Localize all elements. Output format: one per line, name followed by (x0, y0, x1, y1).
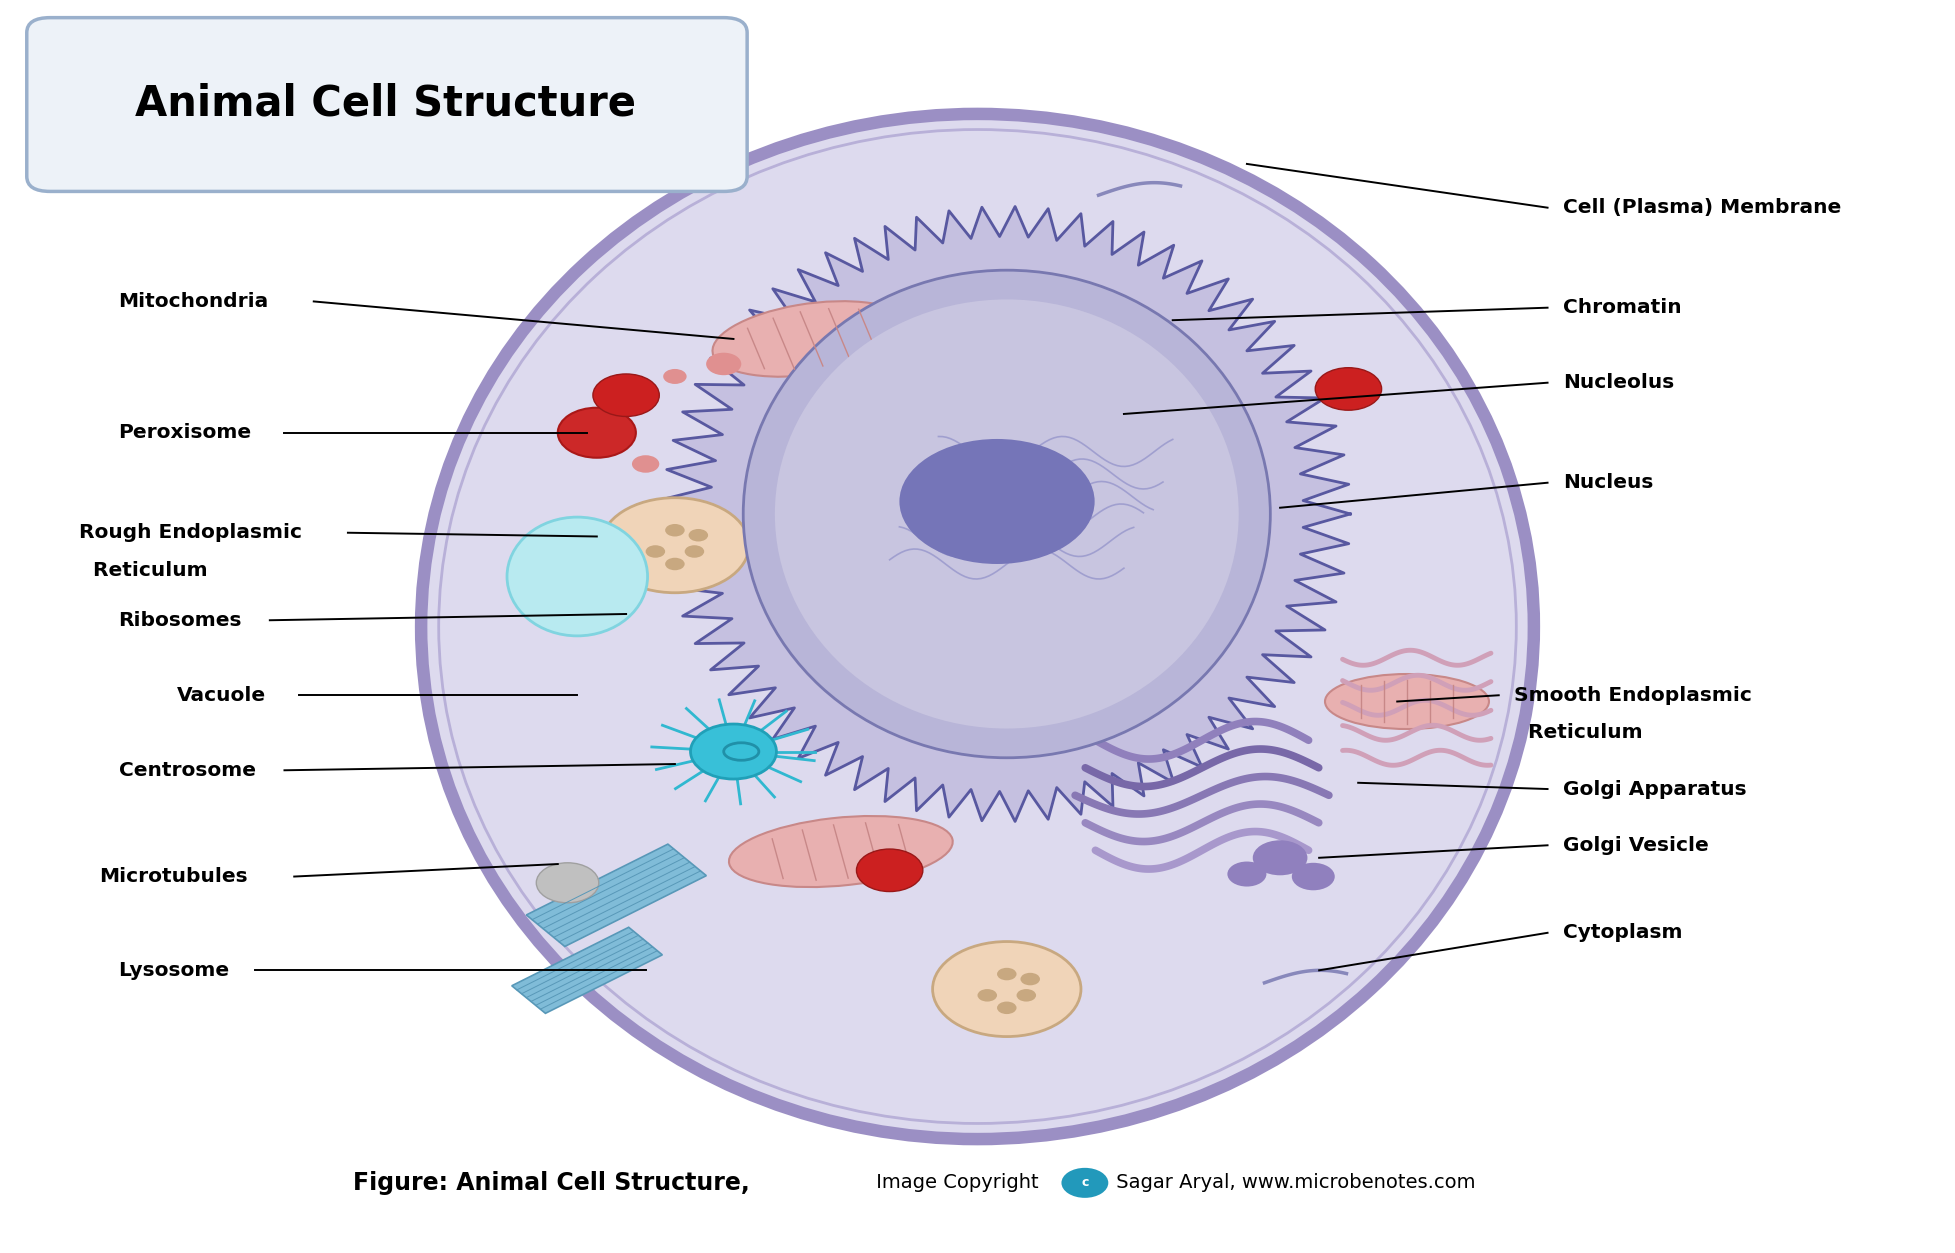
FancyBboxPatch shape (27, 18, 747, 192)
Text: Animal Cell Structure: Animal Cell Structure (135, 83, 637, 125)
Circle shape (600, 497, 749, 593)
Circle shape (690, 724, 776, 779)
Text: Nucleolus: Nucleolus (1564, 373, 1673, 392)
Ellipse shape (506, 517, 647, 635)
Polygon shape (512, 927, 663, 1014)
Circle shape (876, 624, 903, 642)
Text: Reticulum: Reticulum (80, 561, 207, 580)
Ellipse shape (729, 816, 952, 887)
Text: Figure: Animal Cell Structure,: Figure: Animal Cell Structure, (352, 1170, 749, 1195)
Text: Mitochondria: Mitochondria (119, 292, 268, 311)
Circle shape (1021, 972, 1040, 985)
Text: Chromatin: Chromatin (1564, 298, 1681, 317)
Text: Golgi Apparatus: Golgi Apparatus (1564, 779, 1746, 798)
Circle shape (1316, 367, 1382, 410)
Circle shape (663, 368, 686, 383)
Circle shape (978, 989, 997, 1001)
Circle shape (557, 407, 635, 457)
Text: Nucleus: Nucleus (1564, 474, 1654, 492)
Circle shape (997, 1001, 1017, 1014)
Circle shape (1253, 841, 1308, 876)
Text: Golgi Vesicle: Golgi Vesicle (1564, 836, 1709, 855)
Circle shape (1062, 1168, 1108, 1198)
Text: Image Copyright: Image Copyright (870, 1173, 1038, 1193)
Circle shape (899, 439, 1095, 564)
Text: Reticulum: Reticulum (1515, 723, 1642, 742)
Circle shape (592, 373, 659, 416)
Circle shape (645, 545, 665, 558)
Circle shape (997, 967, 1017, 980)
Circle shape (536, 863, 598, 903)
Text: Cell (Plasma) Membrane: Cell (Plasma) Membrane (1564, 198, 1842, 217)
Ellipse shape (774, 299, 1239, 728)
Text: Microtubules: Microtubules (100, 867, 248, 886)
Circle shape (1292, 863, 1335, 891)
Polygon shape (663, 207, 1351, 822)
Ellipse shape (420, 114, 1535, 1139)
Polygon shape (526, 845, 706, 946)
Circle shape (684, 545, 704, 558)
Ellipse shape (743, 271, 1271, 758)
Text: Sagar Aryal, www.microbenotes.com: Sagar Aryal, www.microbenotes.com (1110, 1173, 1476, 1193)
Text: Rough Endoplasmic: Rough Endoplasmic (80, 524, 303, 543)
Circle shape (706, 352, 741, 375)
Text: c: c (1081, 1177, 1089, 1189)
Text: Cytoplasm: Cytoplasm (1564, 923, 1683, 942)
Ellipse shape (712, 301, 911, 377)
Text: Lysosome: Lysosome (119, 961, 229, 980)
Circle shape (688, 529, 708, 541)
Circle shape (1067, 421, 1103, 444)
Circle shape (665, 558, 684, 570)
Text: Ribosomes: Ribosomes (119, 610, 242, 630)
Text: Peroxisome: Peroxisome (119, 424, 252, 442)
Text: Vacuole: Vacuole (178, 685, 266, 704)
Circle shape (1224, 546, 1259, 569)
Circle shape (1140, 561, 1167, 579)
Circle shape (856, 850, 923, 892)
Circle shape (933, 941, 1081, 1036)
Circle shape (665, 524, 684, 536)
Text: Centrosome: Centrosome (119, 761, 256, 779)
Ellipse shape (1325, 674, 1490, 729)
Circle shape (1017, 989, 1036, 1001)
Circle shape (631, 455, 659, 472)
Text: Smooth Endoplasmic: Smooth Endoplasmic (1515, 685, 1752, 704)
Circle shape (1228, 862, 1267, 887)
